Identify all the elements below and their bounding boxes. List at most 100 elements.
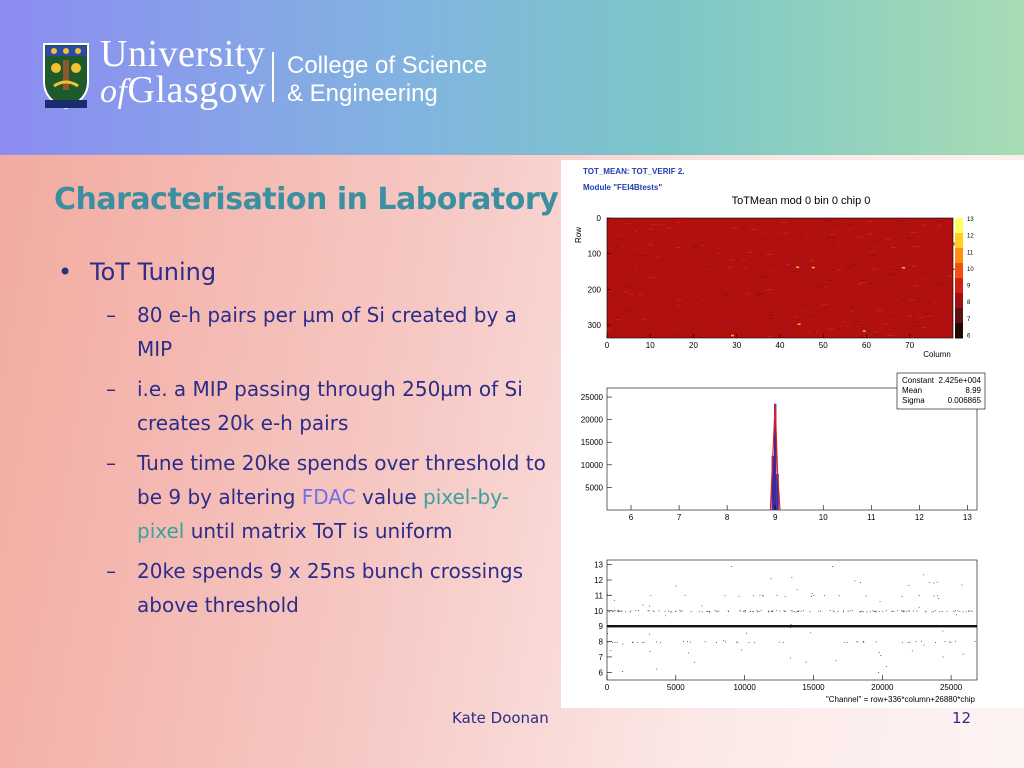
heatmap-cell	[804, 237, 808, 239]
heatmap-cell	[691, 247, 699, 249]
scatter-point	[613, 610, 615, 612]
scatter-point	[708, 611, 710, 613]
colorbar-tick-label: 6	[967, 333, 971, 339]
scatter-point	[656, 668, 658, 670]
heatmap-cell	[806, 315, 814, 317]
heatmap-cell	[896, 258, 903, 260]
heatmap-cell	[729, 259, 736, 261]
scatter-point	[878, 611, 880, 612]
heatmap-x-tick-label: 70	[905, 341, 914, 350]
heatmap-cell	[918, 316, 925, 318]
scatter-point	[718, 610, 720, 612]
heatmap-cell	[899, 299, 903, 301]
scatter-y-tick-label: 13	[594, 561, 603, 570]
histogram-x-tick-label: 10	[819, 513, 828, 522]
scatter-point	[896, 610, 898, 612]
heatmap-cell	[607, 233, 610, 235]
scatter-point	[928, 581, 930, 583]
histogram-bar	[771, 455, 774, 510]
heatmap-cell	[651, 275, 654, 277]
scatter-point	[886, 610, 887, 612]
scatter-point	[857, 641, 859, 643]
scatter-point	[797, 610, 799, 612]
scatter-point	[851, 610, 853, 611]
scatter-point	[664, 610, 666, 612]
scatter-point	[800, 610, 802, 612]
heatmap-cell	[941, 252, 944, 254]
heatmap-cell	[646, 292, 650, 293]
scatter-point	[866, 611, 868, 613]
scatter-point	[784, 595, 786, 597]
heatmap-cell	[873, 331, 877, 333]
heatmap-cell	[912, 265, 917, 267]
heatmap-cell	[666, 227, 672, 229]
fdac-highlight: FDAC	[301, 485, 356, 509]
college-line1: College of Science	[287, 52, 488, 79]
scatter-point	[907, 642, 909, 643]
scatter-point	[754, 642, 755, 644]
scatter-point	[832, 610, 834, 612]
heatmap-cell	[850, 306, 853, 307]
bullet-dot: •	[58, 258, 73, 286]
heatmap-cell	[848, 224, 854, 226]
heatmap-cell	[861, 279, 868, 281]
scatter-point	[770, 610, 772, 612]
heatmap-cell	[852, 306, 859, 308]
heatmap-cell	[913, 285, 920, 287]
subbullet-3: – Tune time 20ke spends over threshold to…	[106, 451, 546, 543]
heatmap-cell	[766, 264, 773, 266]
scatter-y-tick-label: 11	[595, 591, 604, 600]
scatter-point	[962, 653, 964, 655]
heatmap-cell	[819, 284, 825, 286]
scatter-point	[648, 610, 650, 612]
heatmap-cell	[862, 330, 866, 332]
histogram-x-tick-label: 13	[963, 513, 972, 522]
scatter-point	[965, 611, 967, 613]
scatter-y-tick-label: 12	[594, 576, 603, 585]
scatter-point	[647, 610, 649, 612]
heatmap-cell	[675, 221, 681, 223]
scatter-point	[709, 611, 711, 612]
scatter-area	[606, 559, 978, 681]
scatter-point	[796, 589, 798, 591]
subbullet-2: – i.e. a MIP passing through 250µm of Si …	[106, 377, 523, 435]
heatmap-cell	[634, 231, 637, 232]
heatmap-cell	[846, 325, 850, 327]
stats-value-constant: 2.425e+004	[939, 376, 982, 385]
scatter-point	[847, 610, 849, 612]
scatter-point	[903, 610, 905, 612]
heatmap-cell	[857, 325, 861, 327]
heatmap-cell	[868, 283, 875, 285]
scatter-point	[728, 611, 729, 613]
scatter-point	[791, 577, 793, 578]
scatter-point	[619, 610, 621, 612]
scatter-point	[688, 652, 689, 654]
scatter-point	[748, 642, 750, 643]
heatmap-cell	[622, 291, 629, 293]
heatmap-cell	[727, 266, 733, 268]
scatter-point	[770, 578, 772, 580]
histogram-bar	[776, 473, 779, 510]
scatter-point	[968, 611, 970, 612]
heatmap-cell	[825, 236, 834, 238]
colorbar-tick-label: 12	[967, 234, 974, 240]
subbullet-4: –20ke spends 9 x 25ns bunch crossings ab…	[106, 559, 524, 617]
scatter-point	[785, 610, 786, 612]
heatmap-cell	[755, 253, 761, 255]
colorbar-tick-label: 8	[967, 300, 971, 306]
heatmap-cell	[859, 324, 868, 326]
scatter-point	[950, 641, 952, 643]
pixel-highlight: pixel-by-pixel	[137, 485, 509, 543]
scatter-point	[776, 594, 778, 596]
scatter-point	[635, 610, 637, 611]
scatter-point	[918, 606, 920, 608]
scatter-point	[872, 610, 874, 612]
colorbar-tick-label: 7	[967, 317, 971, 323]
heatmap-cell	[902, 267, 906, 269]
heatmap-cell	[907, 223, 912, 225]
heatmap-cell	[630, 294, 633, 296]
scatter-point	[901, 641, 903, 643]
heatmap-cell	[905, 237, 912, 239]
heatmap-cell	[777, 322, 781, 323]
heatmap-cell	[612, 317, 619, 318]
